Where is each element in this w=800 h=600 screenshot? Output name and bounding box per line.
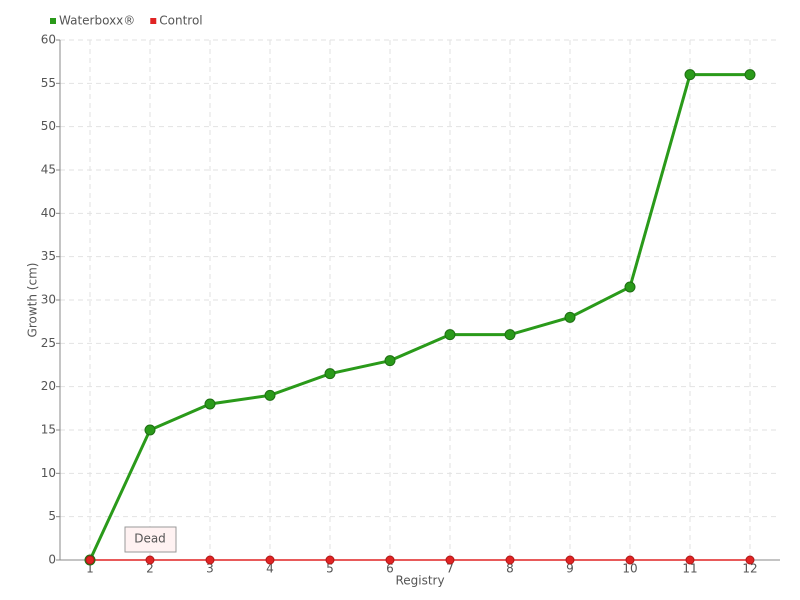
x-tick-label: 8 (506, 562, 514, 576)
x-tick-label: 10 (622, 562, 637, 576)
data-point (625, 555, 635, 565)
legend-label: Control (159, 14, 202, 28)
y-tick-label: 40 (41, 206, 56, 220)
x-tick-label: 6 (386, 562, 394, 576)
x-tick-label: 4 (266, 562, 274, 576)
data-point (684, 69, 696, 81)
legend-label: Waterboxx® (59, 14, 135, 28)
x-tick-label: 5 (326, 562, 334, 576)
data-point (385, 555, 395, 565)
legend-swatch (150, 18, 157, 24)
y-tick-label: 30 (41, 293, 56, 307)
x-tick-label: 2 (146, 562, 154, 576)
data-point (204, 398, 216, 410)
y-tick-label: 15 (41, 423, 56, 437)
y-tick-label: 60 (41, 33, 56, 47)
y-tick-label: 20 (41, 379, 56, 393)
data-point (264, 389, 276, 401)
data-point (145, 555, 155, 565)
y-tick-label: 35 (41, 249, 56, 263)
data-point (504, 329, 516, 341)
data-point (444, 329, 456, 341)
data-point (324, 368, 336, 380)
data-point (685, 555, 695, 565)
data-point (384, 355, 396, 367)
data-point (205, 555, 215, 565)
data-point (564, 311, 576, 323)
data-point (624, 281, 636, 293)
data-point (445, 555, 455, 565)
data-point (85, 555, 95, 565)
y-tick-label: 50 (41, 119, 56, 133)
y-tick-label: 5 (48, 509, 56, 523)
x-tick-label: 9 (566, 562, 574, 576)
data-point (744, 69, 756, 81)
x-tick-label: 7 (446, 562, 454, 576)
x-tick-label: 12 (742, 562, 757, 576)
y-tick-label: 45 (41, 163, 56, 177)
data-point (505, 555, 515, 565)
annotation-text: Dead (134, 532, 166, 546)
data-point (265, 555, 275, 565)
annotation-box (124, 526, 177, 553)
data-point (325, 555, 335, 565)
y-tick-label: 0 (48, 553, 56, 567)
legend-swatch (50, 18, 56, 24)
data-point (565, 555, 575, 565)
x-tick-label: 3 (206, 562, 214, 576)
y-axis-title: Growth (cm) (26, 263, 40, 338)
data-point (144, 424, 156, 436)
y-tick-label: 10 (41, 466, 56, 480)
y-tick-label: 55 (41, 76, 56, 90)
x-axis-title: Registry (395, 574, 444, 588)
x-tick-label: 11 (682, 562, 697, 576)
series-line (88, 73, 750, 561)
y-tick-label: 25 (41, 336, 56, 350)
x-tick-label: 1 (86, 562, 94, 576)
data-point (745, 555, 755, 565)
